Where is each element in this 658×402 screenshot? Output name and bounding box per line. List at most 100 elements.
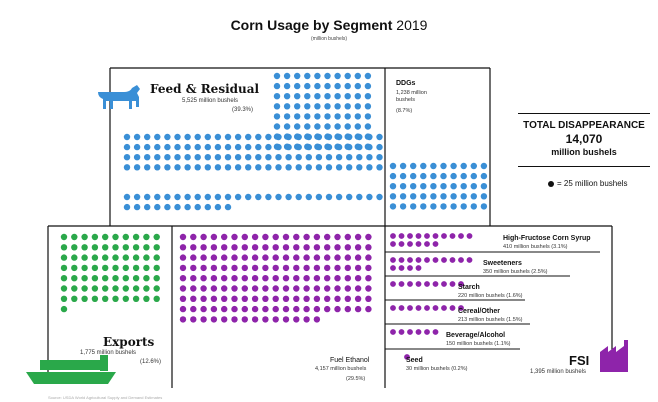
ethanol-dot <box>231 295 238 302</box>
exports-dot <box>102 285 109 292</box>
ethanol-dot <box>313 233 321 241</box>
feed-dot <box>315 154 323 161</box>
ethanol-dot <box>272 275 279 282</box>
feed-dot <box>335 193 343 201</box>
feed-dot <box>273 93 281 100</box>
ethanol-dot <box>293 244 300 251</box>
feed-dot <box>305 154 312 161</box>
exports-dot <box>153 244 160 251</box>
feed-dot <box>234 164 242 171</box>
ddgs-dot <box>420 162 427 170</box>
exports-dot <box>102 295 109 302</box>
exports-dot <box>91 295 99 302</box>
exports-dot <box>112 285 119 292</box>
feed-dot <box>364 93 372 100</box>
exports-dot <box>71 254 78 261</box>
ethanol-dot <box>251 244 259 251</box>
feed-dot <box>325 143 333 151</box>
ddgs-label: DDGs <box>396 80 416 87</box>
feed-dot <box>354 72 361 80</box>
exports-share: (12.6%) <box>140 359 162 365</box>
fsi-2-dot <box>432 281 439 287</box>
ethanol-dot <box>282 316 290 323</box>
exports-dot <box>60 264 68 272</box>
ethanol-dot <box>231 316 238 323</box>
ethanol-dot <box>334 264 341 272</box>
ethanol-dot <box>365 233 372 241</box>
feed-dot <box>283 72 291 80</box>
exports-dot <box>81 285 88 292</box>
ddgs-dot <box>420 193 427 200</box>
feed-dot <box>184 203 191 211</box>
feed-dot <box>204 143 211 151</box>
feed-dot <box>273 72 281 80</box>
feed-dot <box>133 203 141 211</box>
fsi-0-dot <box>390 241 396 247</box>
ethanol-dot <box>272 264 279 272</box>
ddgs-dot <box>450 162 457 170</box>
feed-dot <box>295 193 302 201</box>
exports-dot <box>112 233 119 241</box>
feed-dot <box>315 133 323 141</box>
feed-dot <box>255 193 262 201</box>
exports-dot <box>153 275 160 282</box>
exports-dot <box>60 275 68 282</box>
exports-dot <box>81 254 88 261</box>
feed-dot <box>344 123 351 130</box>
exports-dot <box>60 244 68 251</box>
ethanol-dot <box>190 305 197 313</box>
ethanol-dot <box>344 254 351 261</box>
feed-dot <box>234 133 242 141</box>
ethanol-dot <box>241 316 248 323</box>
footnote: Source: USDA World Agricultural Supply a… <box>48 395 163 400</box>
ethanol-dot <box>251 316 259 323</box>
feed-dot <box>346 133 353 141</box>
ddgs-dot <box>480 172 488 180</box>
feed-dot <box>265 193 272 201</box>
ddgs-dot <box>480 183 488 190</box>
ethanol-dot <box>344 275 351 282</box>
fsi-2-dot <box>407 281 413 287</box>
ethanol-dot <box>344 285 351 292</box>
ddgs-dot <box>430 193 437 200</box>
ethanol-dot <box>303 316 310 323</box>
feed-dot <box>214 203 222 211</box>
exports-dot <box>143 244 150 251</box>
total-value: 14,070 <box>565 132 603 146</box>
exports-dot <box>122 285 129 292</box>
ethanol-dot <box>190 316 197 323</box>
feed-dot <box>224 143 232 151</box>
exports-dot <box>91 254 99 261</box>
feed-dot <box>354 103 361 110</box>
feed-dot <box>334 103 341 110</box>
ddgs-dot <box>399 203 407 210</box>
feed-dot <box>273 123 281 130</box>
ethanol-dot <box>251 275 259 282</box>
feed-dot <box>144 154 151 161</box>
fsi-3-dot <box>432 305 439 311</box>
ethanol-dot <box>365 264 372 272</box>
feed-dot <box>295 164 302 171</box>
cereal-value: 213 million bushels (1.5%) <box>458 317 523 323</box>
ethanol-dot <box>303 233 310 241</box>
exports-dot <box>122 254 129 261</box>
feed-dot <box>174 133 181 141</box>
feed-dot <box>133 133 141 141</box>
feed-dot <box>314 93 321 100</box>
fsi-1-dot <box>390 257 396 263</box>
feed-dot <box>144 164 151 171</box>
ethanol-dot <box>365 244 372 251</box>
exports-dot <box>143 295 150 302</box>
feed-value: 5,525 million bushels <box>182 98 239 104</box>
fsi-1-dot <box>415 257 422 263</box>
feed-share: (39.3%) <box>232 107 254 113</box>
feed-dot <box>224 164 232 171</box>
ethanol-dot <box>190 275 197 282</box>
ethanol-dot <box>241 305 248 313</box>
ethanol-dot <box>200 264 207 272</box>
feed-dot <box>255 164 262 171</box>
ethanol-dot <box>324 275 331 282</box>
feed-dot <box>335 143 343 151</box>
ethanol-dot <box>262 254 269 261</box>
fsi-0-dot <box>424 233 430 239</box>
